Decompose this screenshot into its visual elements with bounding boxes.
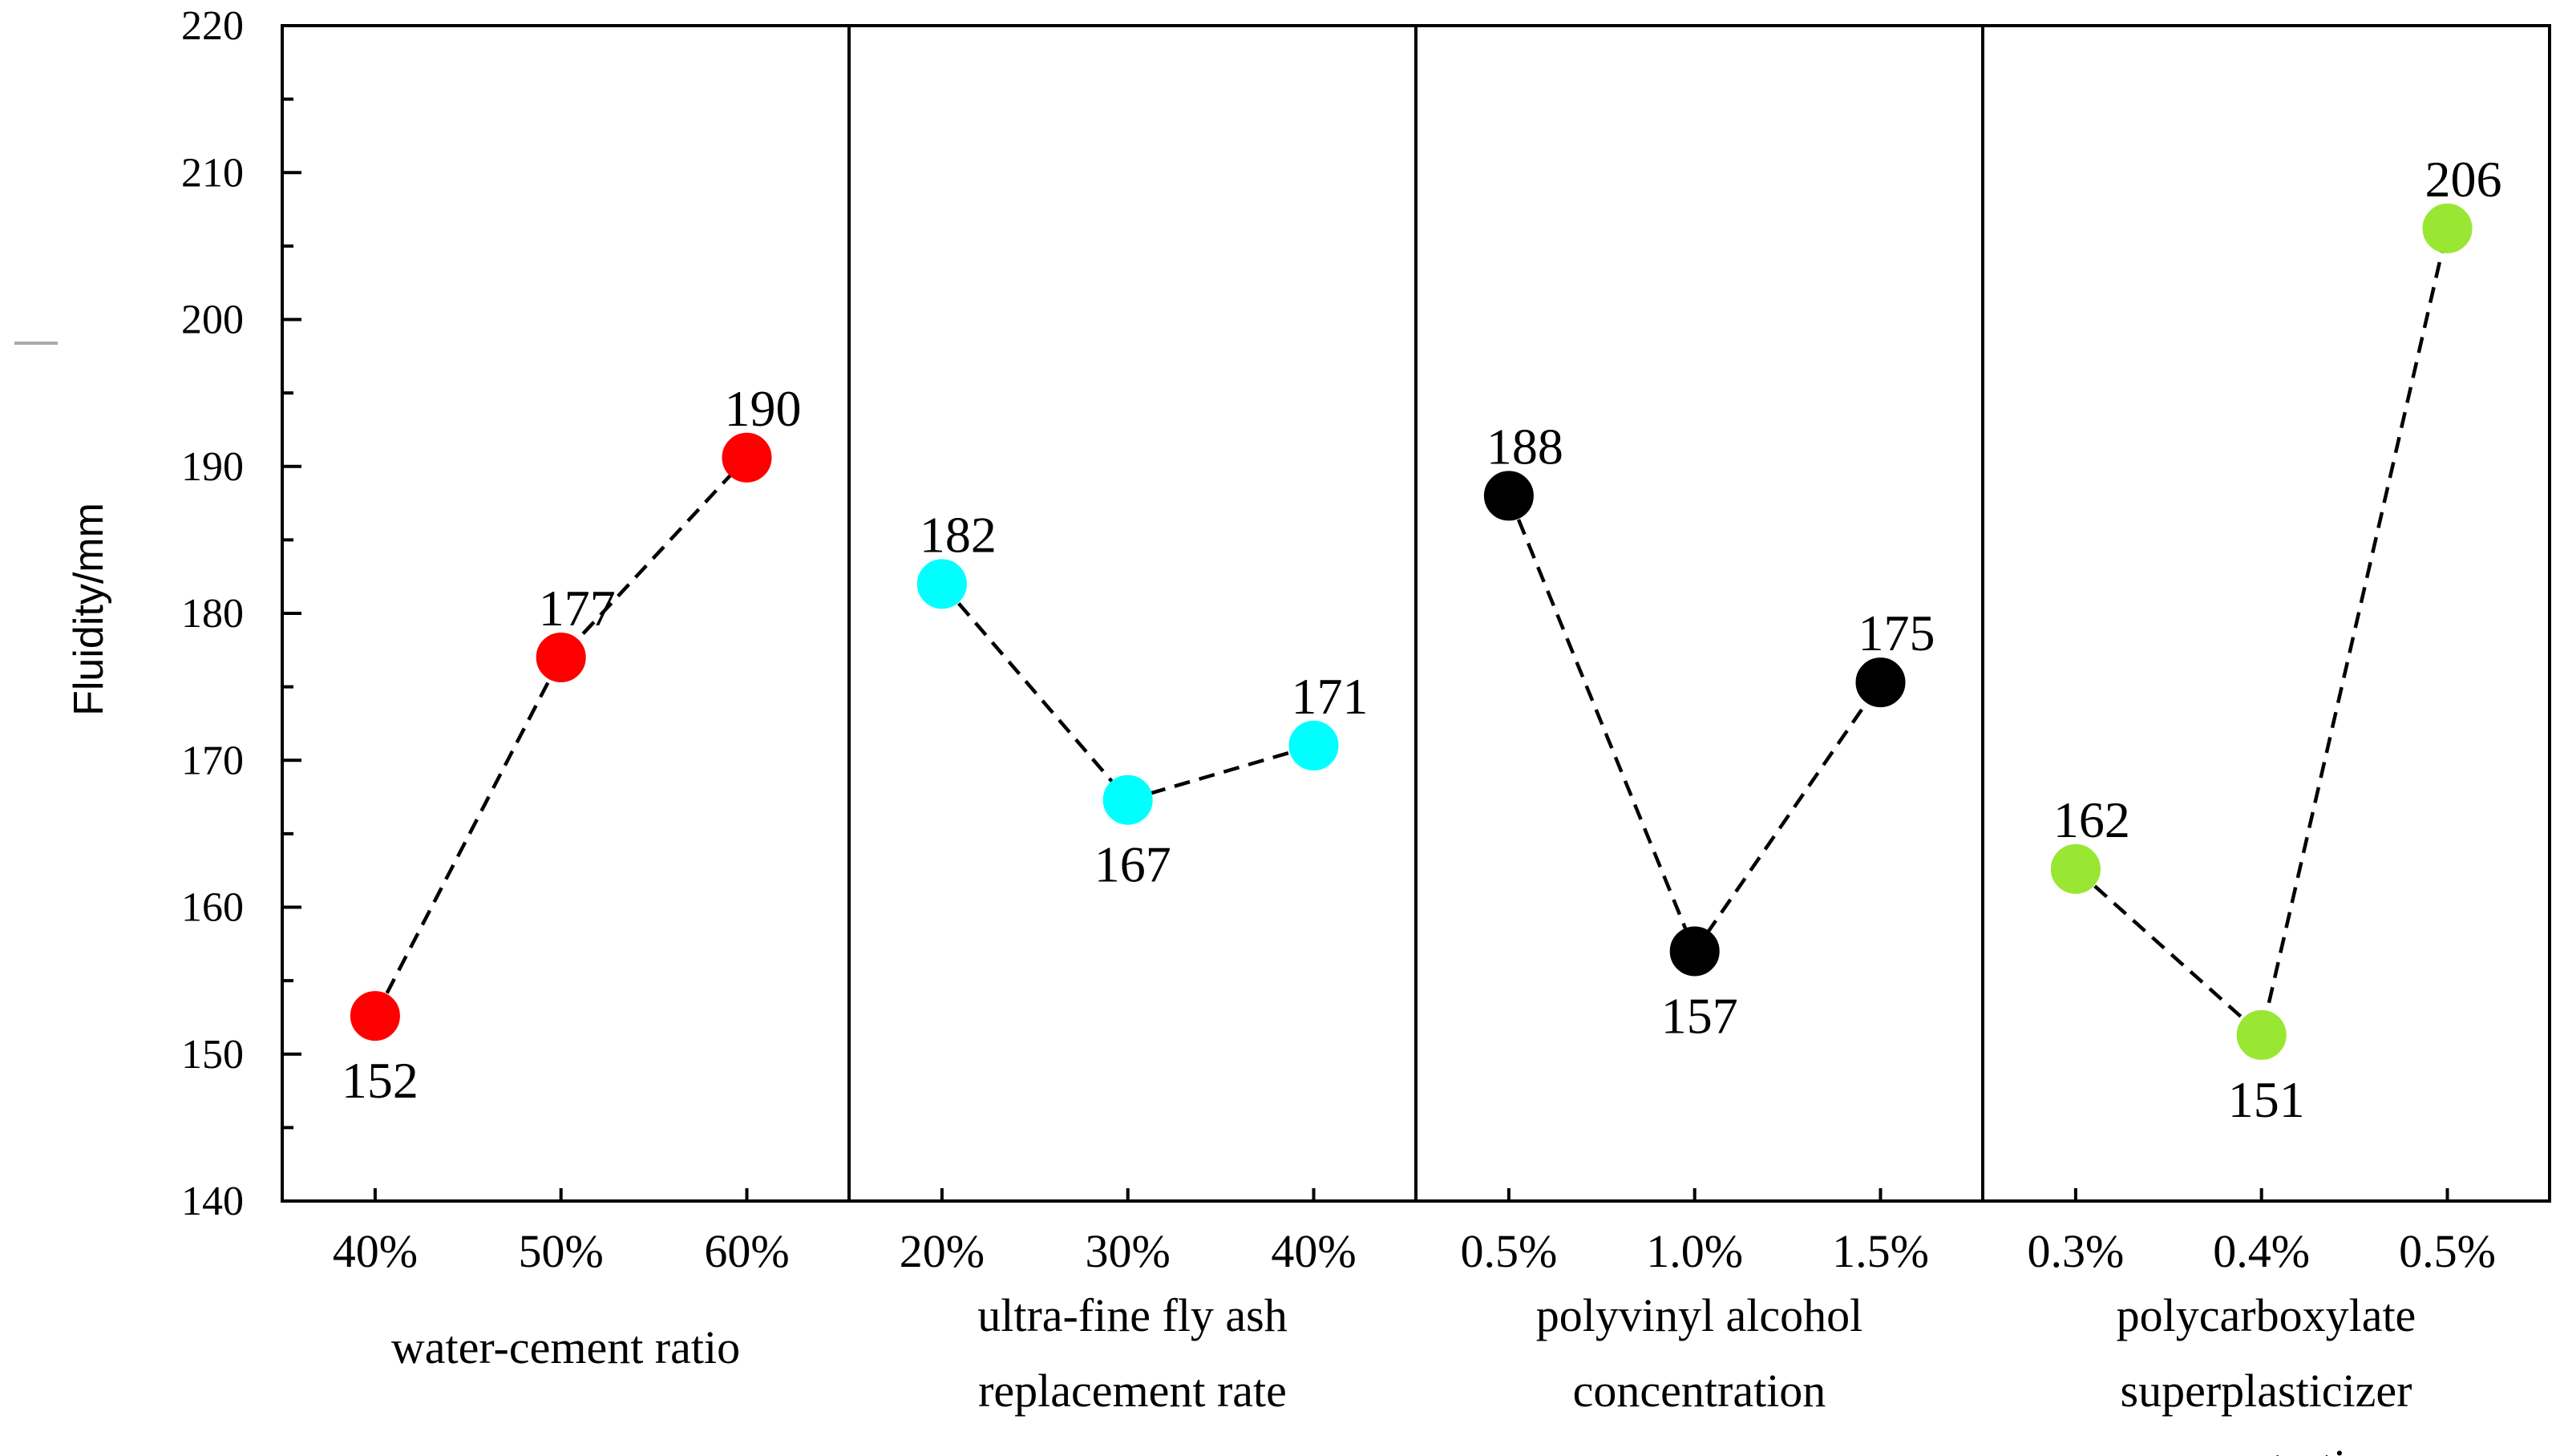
panel-1	[350, 432, 772, 1041]
panel-x-title: replacement rate	[978, 1365, 1287, 1417]
series-line	[373, 456, 749, 1017]
data-point	[350, 991, 400, 1041]
x-tick-label: 20%	[900, 1225, 985, 1277]
x-tick-label: 0.4%	[2213, 1225, 2310, 1277]
panel-x-title: concentration	[2140, 1440, 2393, 1456]
data-label: 177	[539, 580, 616, 637]
x-tick-label: 0.5%	[1460, 1225, 1557, 1277]
panel-x-title: polycarboxylate	[2117, 1289, 2416, 1341]
y-tick-label: 210	[181, 150, 244, 196]
panel-x-title: water-cement ratio	[391, 1321, 740, 1373]
labels-layer: 152 177 190 40% 50% 60% water-cement ratio 182 1…	[333, 151, 2502, 1456]
panel-3	[1483, 471, 1906, 977]
data-label: 190	[725, 380, 802, 437]
data-point	[1102, 775, 1153, 825]
data-point	[1483, 471, 1534, 521]
data-point	[1288, 720, 1339, 770]
data-label: 175	[1858, 605, 1935, 661]
series-line	[2074, 228, 2449, 1039]
panel-x-title: polyvinyl alcohol	[1536, 1289, 1863, 1341]
data-point	[722, 432, 772, 483]
x-tick-label: 0.5%	[2399, 1225, 2496, 1277]
data-label: 167	[1094, 836, 1171, 893]
series-layer	[350, 203, 2473, 1060]
data-label: 171	[1292, 668, 1369, 725]
y-axis-title: Fluidity/mm	[66, 503, 112, 716]
y-tick-label: 170	[181, 738, 244, 783]
data-label: 182	[920, 506, 997, 563]
data-label: 157	[1661, 987, 1738, 1044]
x-tick-label: 40%	[333, 1225, 418, 1277]
data-point	[2236, 1009, 2287, 1060]
panel-x-title: ultra-fine fly ash	[977, 1289, 1288, 1341]
y-tick-label: 160	[181, 885, 244, 931]
data-point	[1669, 926, 1720, 977]
x-tick-label: 60%	[704, 1225, 789, 1277]
y-tick-label: 140	[181, 1179, 244, 1224]
panel-4	[2050, 203, 2473, 1060]
data-point	[1855, 657, 1906, 708]
x-tick-label: 40%	[1271, 1225, 1356, 1277]
data-point	[536, 632, 586, 682]
y-tick-label: 150	[181, 1032, 244, 1078]
data-label: 151	[2228, 1071, 2305, 1128]
x-tick-label: 0.3%	[2027, 1225, 2124, 1277]
panel-x-title: superplasticizer	[2121, 1365, 2412, 1417]
panel-x-title: concentration	[1573, 1365, 1826, 1417]
data-point	[916, 559, 967, 609]
y-tick-label: 190	[181, 444, 244, 490]
data-point	[2422, 203, 2473, 253]
data-label: 152	[342, 1052, 419, 1109]
y-tick-label: 180	[181, 591, 244, 637]
series-line	[1506, 495, 1883, 956]
y-axis-ticks: 140 150 160 170 180 190 200 210 220	[181, 3, 2449, 1224]
x-tick-label: 1.0%	[1646, 1225, 1743, 1277]
series-line	[940, 582, 1315, 803]
x-tick-label: 1.5%	[1832, 1225, 1929, 1277]
x-tick-label: 30%	[1086, 1225, 1171, 1277]
x-tick-label: 50%	[519, 1225, 604, 1277]
y-tick-label: 220	[181, 3, 244, 49]
y-tick-label: 200	[181, 297, 244, 343]
panel-2	[916, 559, 1339, 825]
data-label: 188	[1486, 418, 1563, 475]
data-point	[2050, 843, 2101, 894]
data-label: 162	[2053, 791, 2130, 848]
data-label: 206	[2425, 151, 2502, 208]
